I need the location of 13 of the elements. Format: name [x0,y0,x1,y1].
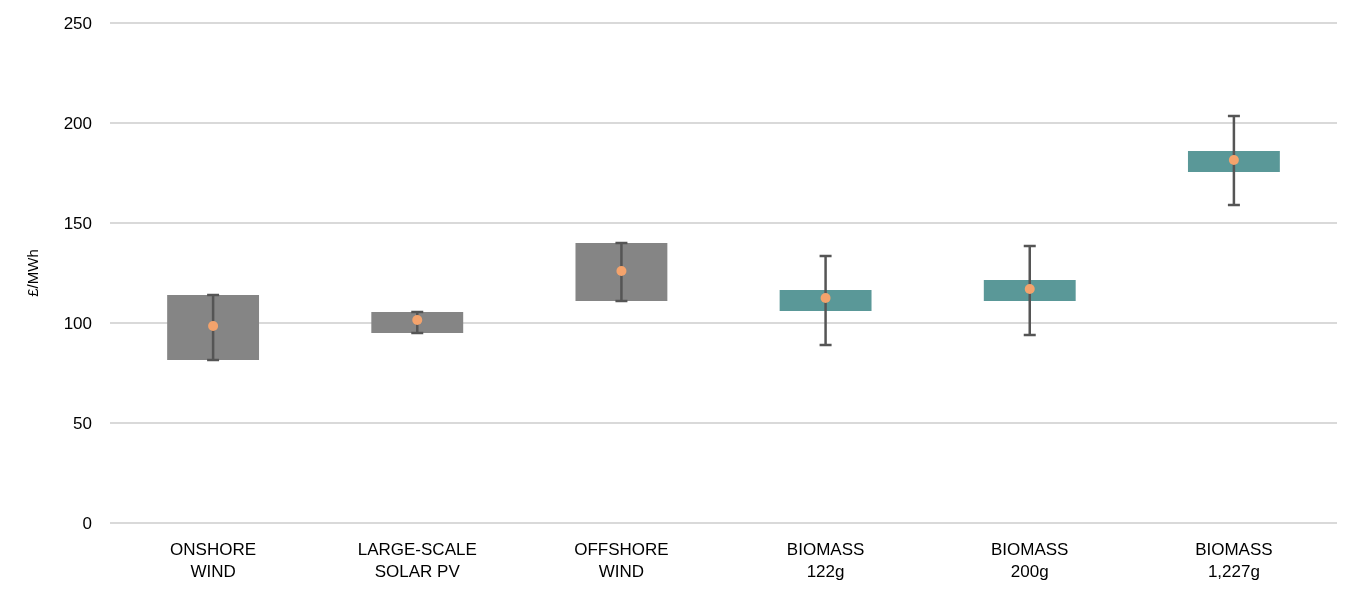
x-tick-label: OFFSHORE WIND [574,540,669,582]
y-tick-label: 150 [63,213,92,233]
y-tick-label: 250 [63,13,92,33]
x-tick-label: BIOMASS 200g [991,540,1069,582]
x-tick-label: BIOMASS 122g [786,540,865,582]
x-tick-label: ONSHORE WIND [170,540,257,582]
x-tick-label: BIOMASS 1,227g [1195,540,1273,582]
y-tick-label: 100 [63,313,92,333]
y-axis-title: £/MWh [24,249,41,297]
y-tick-label: 200 [63,113,92,133]
y-tick-label: 50 [73,413,92,433]
x-tick-label: LARGE-SCALE SOLAR PV [357,540,477,582]
y-tick-label: 0 [82,513,92,533]
